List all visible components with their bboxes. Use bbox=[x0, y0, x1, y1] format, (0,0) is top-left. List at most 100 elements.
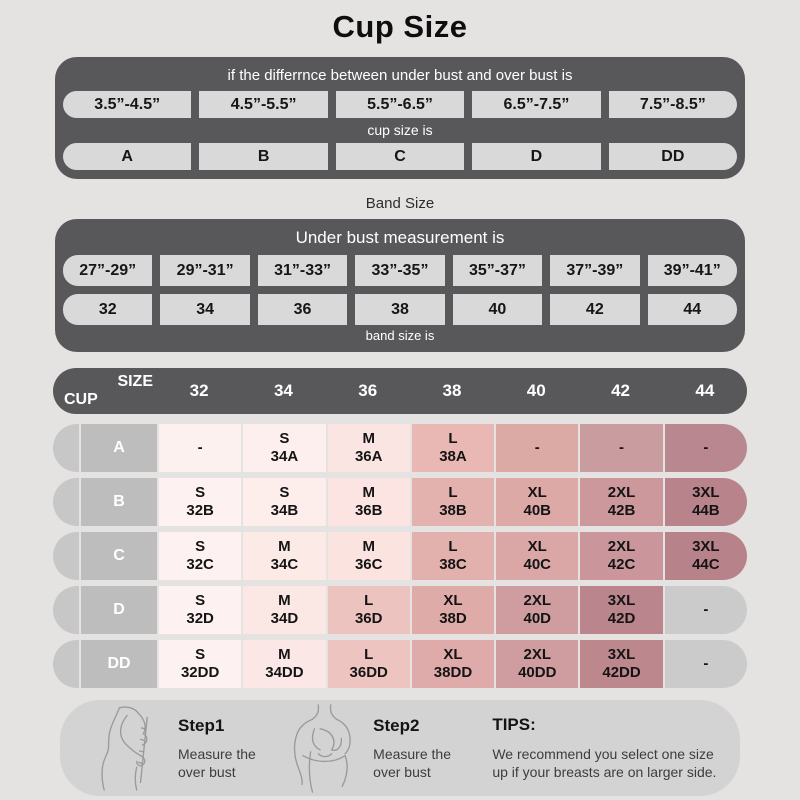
cup-diff-range-cell: 5.5”-6.5” bbox=[335, 91, 465, 118]
cell-code: 36B bbox=[354, 502, 383, 519]
size-cell: L 36DD bbox=[327, 640, 410, 688]
cell-code: 42DD bbox=[602, 664, 641, 681]
cell-size: - bbox=[619, 439, 625, 456]
row-label: C bbox=[81, 532, 157, 580]
step1-text: Measure the over bust bbox=[178, 745, 256, 780]
cell-size: M bbox=[362, 484, 375, 501]
cell-size: - bbox=[703, 655, 709, 672]
column-header: 38 bbox=[442, 381, 462, 400]
cup-letter-row: A B C D DD bbox=[63, 143, 738, 170]
cup-letter-cell: A bbox=[63, 143, 192, 170]
band-range-cell: 31”-33” bbox=[257, 255, 348, 286]
tips-text: We recommend you select one size up if y… bbox=[492, 746, 717, 780]
size-cell: S 32DD bbox=[159, 640, 242, 688]
cell-size: XL bbox=[443, 646, 463, 663]
cell-code: 40D bbox=[523, 610, 552, 627]
row-left-cap bbox=[53, 532, 79, 580]
step2-title: Step2 bbox=[373, 715, 420, 735]
cell-code: 36D bbox=[354, 610, 383, 627]
band-header: Under bust measurement is bbox=[295, 228, 505, 247]
band-range-cell: 37”-39” bbox=[550, 255, 640, 286]
band-size-cell: 44 bbox=[647, 294, 737, 325]
cup-diff-header: if the differrnce between under bust and… bbox=[227, 67, 573, 84]
band-size-cell: 34 bbox=[160, 294, 250, 325]
size-cell: S 32C bbox=[159, 532, 242, 580]
step1-block: Step1 Measure the over bust bbox=[178, 716, 273, 781]
table-row: B S 32B S 34B M 36B L 38B XL 40B 2XL 42B 3XL 44… bbox=[53, 478, 747, 526]
step1-title: Step1 bbox=[178, 715, 225, 735]
cell-size: 3XL bbox=[692, 538, 720, 555]
row-label: B bbox=[81, 478, 157, 526]
band-range-cell: 29”-31” bbox=[160, 255, 250, 286]
size-cell: 2XL 40DD bbox=[496, 640, 579, 688]
cell-code: 34D bbox=[270, 610, 299, 627]
cell-size: 3XL bbox=[607, 646, 636, 663]
column-header: 42 bbox=[611, 381, 630, 400]
cell-size: 3XL bbox=[692, 484, 720, 501]
column-header: 44 bbox=[695, 381, 715, 400]
cell-size: M bbox=[278, 592, 291, 609]
cell-code: 42B bbox=[607, 502, 636, 519]
cell-code: 32D bbox=[186, 610, 214, 627]
cup-diff-range-cell: 3.5”-4.5” bbox=[63, 91, 192, 118]
band-range-cell: 35”-37” bbox=[452, 255, 543, 286]
cell-code: 42C bbox=[607, 556, 636, 573]
cell-size: S bbox=[195, 484, 206, 501]
cup-letter-cell: D bbox=[472, 143, 601, 170]
cell-size: S bbox=[195, 538, 206, 555]
corner-cup-label: CUP bbox=[64, 391, 98, 408]
cell-size: L bbox=[448, 430, 458, 447]
cup-size-is-label: cup size is bbox=[367, 122, 433, 138]
size-cell: M 36C bbox=[327, 532, 410, 580]
cup-letter-cell: B bbox=[199, 143, 328, 170]
step2-text: Measure the over bust bbox=[373, 745, 451, 780]
table-row: C S 32C M 34C M 36C L 38C XL 40C 2XL 42C 3XL 44… bbox=[53, 532, 747, 580]
size-matrix-table: SIZE CUP 32 34 36 38 40 42 44 A - S 34A M… bbox=[53, 368, 747, 688]
cell-code: 40DD bbox=[518, 664, 557, 681]
cell-code: 38A bbox=[439, 448, 467, 465]
band-size-cell: 32 bbox=[63, 294, 153, 325]
cell-code: 34DD bbox=[265, 664, 304, 681]
table-row: DD S 32DD M 34DD L 36DD XL 38DD 2XL 40DD 3XL 4… bbox=[53, 640, 747, 688]
cell-code: 36C bbox=[354, 556, 383, 573]
size-cell: - bbox=[664, 424, 747, 472]
table-row: A - S 34A M 36A L 38A - - - bbox=[53, 424, 747, 472]
size-cell: XL 40C bbox=[496, 532, 579, 580]
band-size-cell: 38 bbox=[355, 294, 445, 325]
band-range-row: 27”-29” 29”-31” 31”-33” 33”-35” 35”-37” … bbox=[63, 255, 737, 286]
size-cell: - bbox=[664, 640, 747, 688]
cell-size: - bbox=[534, 439, 540, 456]
cell-code: 34A bbox=[270, 448, 299, 465]
size-cell: M 34DD bbox=[243, 640, 326, 688]
row-label: DD bbox=[81, 640, 157, 688]
cell-code: 32DD bbox=[180, 664, 220, 681]
column-header: 32 bbox=[189, 381, 209, 400]
size-cell: L 38C bbox=[411, 532, 495, 580]
cell-size: S bbox=[195, 646, 206, 663]
tips-title: TIPS: bbox=[492, 715, 536, 734]
size-cell: S 34B bbox=[243, 478, 326, 526]
cell-size: 2XL bbox=[523, 592, 552, 609]
table-row: D S 32D M 34D L 36D XL 38D 2XL 40D 3XL 42D - bbox=[53, 586, 747, 634]
size-cell: 2XL 42C bbox=[580, 532, 663, 580]
row-left-cap bbox=[53, 478, 79, 526]
row-label: D bbox=[81, 586, 157, 634]
cup-letter-cell: C bbox=[335, 143, 465, 170]
band-size-title: Band Size bbox=[365, 195, 435, 212]
column-header: 34 bbox=[273, 381, 293, 400]
cup-diff-range-cell: 4.5”-5.5” bbox=[199, 91, 328, 118]
band-range-cell: 27”-29” bbox=[63, 255, 153, 286]
cell-size: S bbox=[195, 592, 206, 609]
size-cell: L 36D bbox=[327, 586, 410, 634]
size-cell: XL 40B bbox=[496, 478, 579, 526]
step2-block: Step2 Measure the over bust bbox=[373, 716, 468, 781]
row-left-cap bbox=[53, 424, 79, 472]
page-title: Cup Size bbox=[332, 9, 468, 44]
band-size-is-label: band size is bbox=[365, 328, 435, 343]
size-cell: L 38A bbox=[411, 424, 495, 472]
step2-figure-illustration bbox=[283, 702, 365, 794]
size-cell: - bbox=[496, 424, 579, 472]
instructions-panel: Step1 Measure the over bust Step2 Measur… bbox=[60, 700, 740, 796]
band-range-cell: 39”-41” bbox=[647, 255, 737, 286]
size-cell: M 34D bbox=[243, 586, 326, 634]
